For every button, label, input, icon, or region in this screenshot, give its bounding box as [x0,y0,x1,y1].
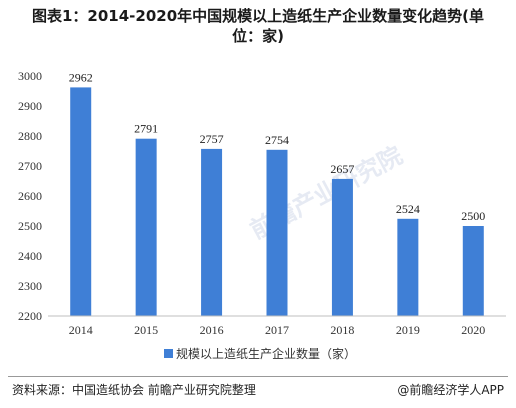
x-tick-label: 2015 [134,323,158,337]
data-label: 2754 [265,133,289,147]
x-tick-label: 2016 [200,323,224,337]
bar [201,148,223,316]
x-tick-label: 2018 [330,323,354,337]
chart-title-line-2: 位：家) [232,27,284,45]
y-tick-label: 2800 [18,129,42,143]
x-tick-label: 2019 [396,323,420,337]
x-tick-label: 2014 [69,323,93,337]
x-tick-label: 2020 [461,323,485,337]
bars [70,87,484,317]
data-label: 2524 [396,202,420,216]
y-tick-label: 2700 [18,159,42,173]
data-label: 2791 [134,122,158,136]
legend: 规模以上造纸生产企业数量（家） [164,346,356,361]
legend-label: 规模以上造纸生产企业数量（家） [176,346,356,361]
bar [70,87,92,317]
y-tick-label: 2300 [18,279,42,293]
y-tick-label: 3000 [18,69,42,83]
bar-chart: 前瞻产业研究院 22002300240025002600270028002900… [18,69,506,361]
bar [266,149,288,316]
y-tick-label: 2200 [18,309,42,323]
chart-title-line-1: 图表1：2014-2020年中国规模以上造纸生产企业数量变化趋势(单 [31,7,485,25]
data-label: 2962 [69,70,93,84]
bar [135,138,157,316]
data-label: 2657 [330,162,354,176]
y-tick-label: 2500 [18,219,42,233]
x-axis: 2014 2015 2016 2017 2018 2019 2020 [48,315,506,337]
source-note: 资料来源：中国造纸协会 前瞻产业研究院整理 [12,383,256,397]
y-tick-label: 2400 [18,249,42,263]
legend-swatch [164,349,173,358]
x-tick-label: 2017 [265,323,289,337]
bar [397,218,419,316]
data-label: 2500 [461,209,485,223]
y-tick-label: 2900 [18,99,42,113]
data-labels: 2962 2791 2757 2754 2657 2524 2500 [69,70,486,223]
footer: 资料来源：中国造纸协会 前瞻产业研究院整理 @前瞻经济学人APP [8,376,508,399]
bar [331,178,353,316]
chart-title: 图表1：2014-2020年中国规模以上造纸生产企业数量变化趋势(单 位：家) [0,6,516,46]
y-tick-label: 2600 [18,189,42,203]
bar [462,226,484,316]
app-credit: @前瞻经济学人APP [397,383,504,397]
data-label: 2757 [200,132,224,146]
y-axis: 2200 2300 2400 2500 2600 2700 2800 2900 3000 [18,69,42,323]
